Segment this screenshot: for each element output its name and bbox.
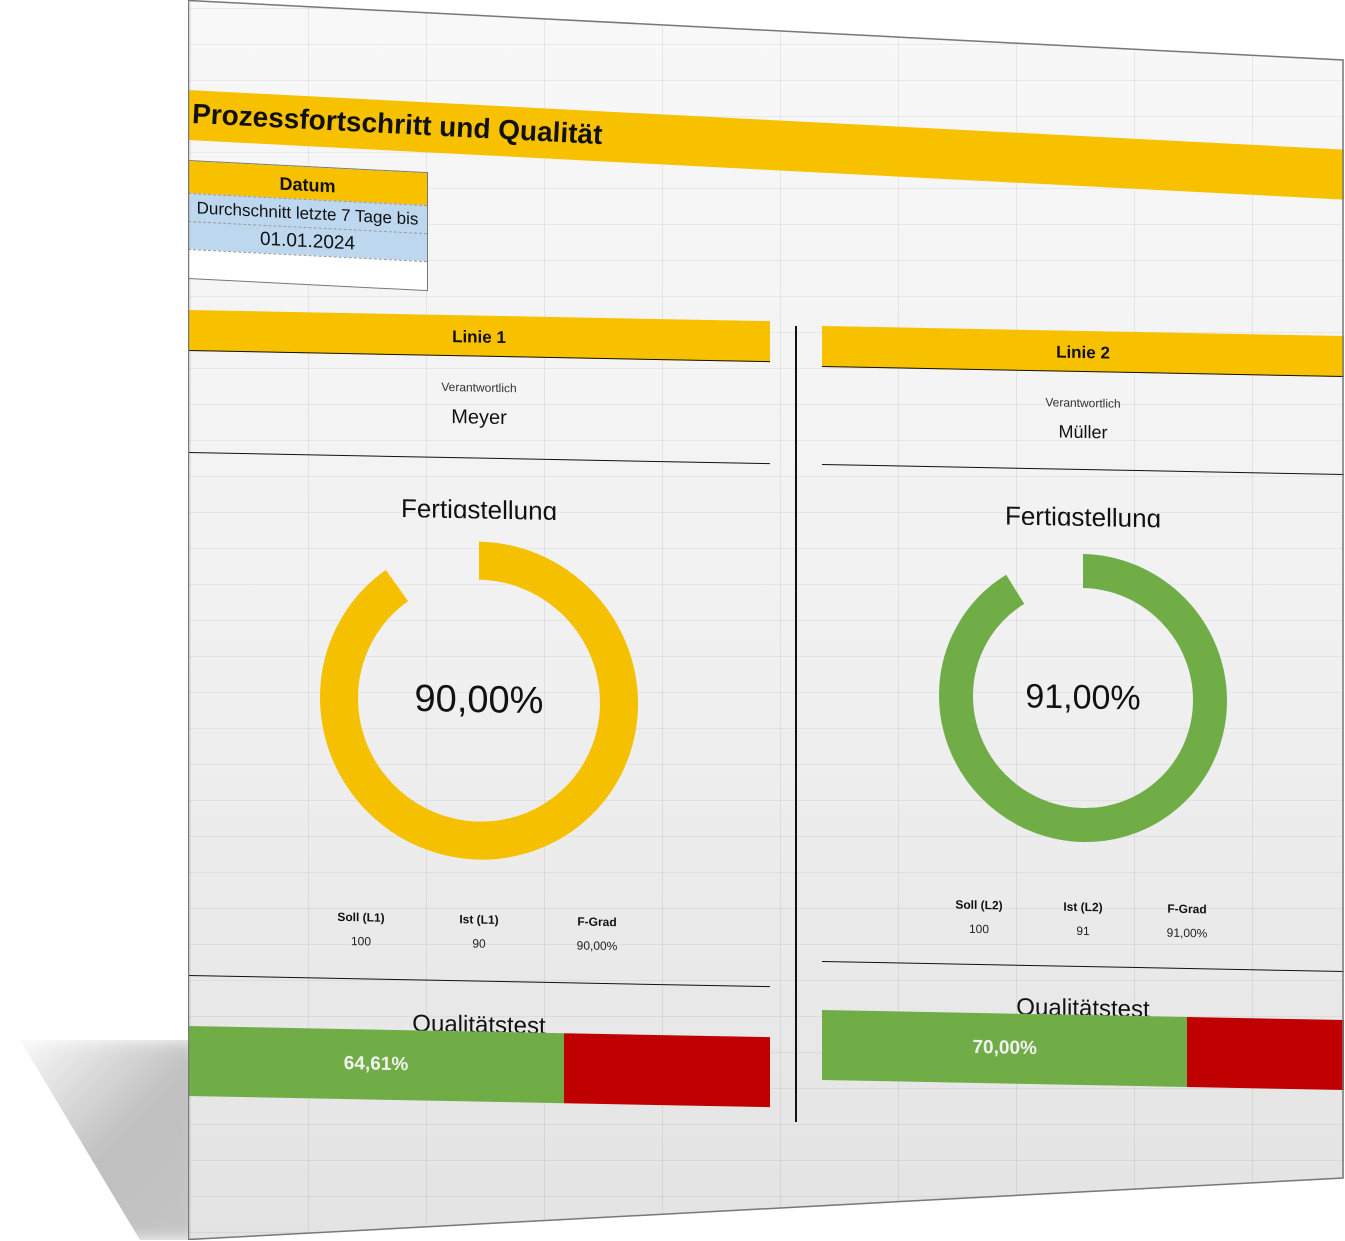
kpi-value[interactable]: 91 bbox=[1076, 923, 1090, 939]
kpi-ist: Ist (L2) 91 bbox=[1031, 899, 1135, 939]
section-divider bbox=[822, 464, 1344, 476]
kpi-fgrad: F-Grad 90,00% bbox=[538, 914, 656, 954]
spreadsheet-page: Prozessfortschritt und Qualität Datum Du… bbox=[188, 0, 1344, 1240]
kpi-soll: Soll (L2) 100 bbox=[927, 897, 1031, 937]
kpi-ist: Ist (L1) 90 bbox=[420, 911, 538, 951]
kpi-soll: Soll (L1) 100 bbox=[302, 909, 420, 949]
responsible-name[interactable]: Müller bbox=[1058, 421, 1108, 443]
kpi-header: Soll (L2) bbox=[955, 897, 1003, 913]
kpi-value[interactable]: 91,00% bbox=[1166, 925, 1208, 941]
line-2-panel: Linie 2 Verantwortlich Müller Fertigstel… bbox=[822, 326, 1344, 1091]
panel-divider bbox=[795, 326, 797, 1122]
completion-donut: 91,00% bbox=[938, 545, 1228, 851]
quality-value: 64,61% bbox=[343, 1052, 409, 1076]
responsible-name[interactable]: Meyer bbox=[451, 406, 507, 430]
completion-value: 90,00% bbox=[414, 677, 544, 723]
kpi-value[interactable]: 100 bbox=[350, 934, 372, 949]
kpi-header: Ist (L2) bbox=[1063, 899, 1103, 915]
kpi-table: Soll (L2) 100 Ist (L2) 91 F-Grad 91,00% bbox=[822, 895, 1344, 943]
section-divider bbox=[822, 961, 1344, 973]
kpi-fgrad: F-Grad 91,00% bbox=[1135, 901, 1239, 941]
line-2-header: Linie 2 bbox=[822, 326, 1344, 378]
completion-title: Fertigstellung bbox=[1004, 500, 1162, 532]
completion-donut: 90,00% bbox=[319, 538, 639, 864]
kpi-value[interactable]: 100 bbox=[968, 921, 990, 937]
quality-pass-segment: 64,61% bbox=[188, 1026, 565, 1104]
completion-title: Fertigstellung bbox=[400, 493, 558, 525]
date-box: Datum Durchschnitt letzte 7 Tage bis 01.… bbox=[188, 160, 428, 292]
quality-pass-segment: 70,00% bbox=[822, 1010, 1188, 1088]
section-divider bbox=[188, 975, 770, 988]
kpi-value[interactable]: 90 bbox=[472, 936, 486, 951]
kpi-value[interactable]: 90,00% bbox=[576, 938, 618, 954]
responsible-label: Verantwortlich bbox=[441, 379, 517, 396]
kpi-header: F-Grad bbox=[1167, 901, 1207, 917]
line-1-panel: Linie 1 Verantwortlich Meyer Fertigstell… bbox=[188, 310, 770, 1108]
section-divider bbox=[188, 452, 770, 465]
kpi-header: Ist (L1) bbox=[459, 912, 499, 927]
quality-fail-segment bbox=[564, 1033, 770, 1108]
quality-fail-segment bbox=[1187, 1017, 1344, 1091]
quality-bar: 70,00% bbox=[822, 1010, 1344, 1091]
kpi-header: F-Grad bbox=[577, 914, 617, 930]
responsible-label: Verantwortlich bbox=[1045, 395, 1121, 411]
kpi-table: Soll (L1) 100 Ist (L1) 90 F-Grad 90,00% bbox=[188, 907, 770, 956]
page-shadow bbox=[20, 1040, 200, 1240]
completion-value: 91,00% bbox=[1025, 677, 1141, 718]
quality-value: 70,00% bbox=[972, 1036, 1037, 1060]
kpi-header: Soll (L1) bbox=[337, 909, 385, 925]
quality-bar: 64,61% bbox=[188, 1026, 770, 1108]
